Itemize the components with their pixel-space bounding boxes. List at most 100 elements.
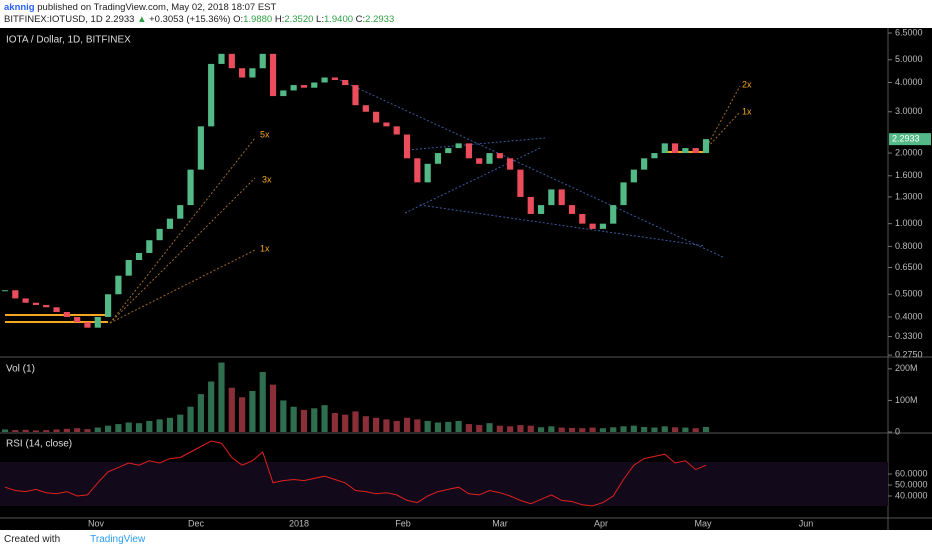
x-tick-label: May xyxy=(694,518,712,528)
volume-bar xyxy=(558,427,565,432)
volume-bar xyxy=(517,425,524,432)
fan-line xyxy=(109,249,256,324)
candle xyxy=(661,143,668,154)
candle xyxy=(259,53,266,69)
candle xyxy=(321,77,328,83)
volume-bar xyxy=(496,425,503,432)
volume-bar xyxy=(331,413,338,432)
y-tick-label: 0.3300 xyxy=(895,331,923,341)
y-tick-label: 0.5000 xyxy=(895,289,923,299)
volume-bar xyxy=(424,420,431,432)
volume-bar xyxy=(321,405,328,432)
volume-bar xyxy=(537,427,545,432)
candle xyxy=(280,90,287,97)
volume-bar xyxy=(476,425,483,432)
published: published on TradingView.com, May 02, 20… xyxy=(37,2,277,13)
volume-bar xyxy=(589,427,596,432)
ohlc-c: C: xyxy=(355,14,366,25)
arrow: ▲ xyxy=(137,14,147,25)
y-tick-label: 0.4000 xyxy=(895,311,923,321)
volume-bar xyxy=(630,425,637,432)
candle xyxy=(177,205,184,219)
candle xyxy=(342,79,349,86)
author: aknnig xyxy=(4,2,35,13)
annotation: 1x xyxy=(742,106,752,116)
volume-bar xyxy=(63,428,70,432)
price-title: IOTA / Dollar, 1D, BITFINEX xyxy=(6,35,131,46)
y-tick-label: 100M xyxy=(895,395,918,405)
candle xyxy=(465,143,472,159)
volume-bar xyxy=(311,408,318,432)
candle xyxy=(104,294,112,317)
y-tick-label: 1.6000 xyxy=(895,170,923,180)
last-label: 2.2933 xyxy=(892,134,920,144)
x-tick-label: Nov xyxy=(88,518,105,528)
ohlc-o: O: xyxy=(233,14,244,25)
volume-bar xyxy=(445,421,452,432)
volume-bar xyxy=(187,406,194,432)
vol-title: Vol (1) xyxy=(6,364,35,375)
ohlc-l-v: 1.9400 xyxy=(323,14,354,25)
candle xyxy=(548,189,555,206)
candle xyxy=(239,68,246,78)
volume-bar xyxy=(620,426,627,432)
chart: IOTA / Dollar, 1D, BITFINEX Vol (1) RSI … xyxy=(0,28,932,530)
volume-bar xyxy=(568,427,576,432)
x-tick-label: Apr xyxy=(594,518,608,528)
candle xyxy=(135,252,143,260)
ohlc-o-v: 1.9880 xyxy=(243,14,273,25)
y-tick-label: 60.0000 xyxy=(895,468,928,478)
candle xyxy=(74,316,81,323)
change: +0.3053 (+15.36%) xyxy=(149,14,231,25)
volume-bar xyxy=(84,429,91,432)
candle xyxy=(455,143,462,149)
volume-bar xyxy=(12,430,19,432)
candle xyxy=(228,53,235,69)
volume-bar xyxy=(641,426,648,432)
volume-bar xyxy=(610,427,617,432)
volume-bar xyxy=(22,429,29,432)
candle xyxy=(311,82,318,88)
candle xyxy=(290,85,297,91)
candle xyxy=(620,182,627,206)
candle xyxy=(12,290,19,299)
volume-bar xyxy=(177,414,184,432)
x-tick-label: Dec xyxy=(188,518,205,528)
candle xyxy=(671,143,679,154)
header: aknnig published on TradingView.com, May… xyxy=(0,0,932,28)
candle xyxy=(424,163,431,183)
trendline xyxy=(404,147,541,214)
candle xyxy=(115,275,122,295)
fan-line xyxy=(704,85,741,151)
volume-bar xyxy=(249,390,256,432)
candle xyxy=(43,304,50,308)
candle xyxy=(218,53,225,64)
x-tick-label: Jun xyxy=(799,518,814,528)
volume-bar xyxy=(486,423,493,432)
volume-bar xyxy=(104,425,112,432)
fan-line xyxy=(109,137,256,324)
x-tick-label: Mar xyxy=(492,518,508,528)
candle xyxy=(249,68,256,78)
ohlc-l: L: xyxy=(316,14,324,25)
volume-bar xyxy=(125,422,132,432)
candle xyxy=(599,223,607,229)
rsi-line xyxy=(4,440,707,507)
y-tick-label: 6.5000 xyxy=(895,28,923,37)
footer: Created with TradingView xyxy=(0,530,932,550)
ohlc-c-v: 2.2933 xyxy=(365,14,395,25)
candle xyxy=(22,298,29,303)
volume-bar xyxy=(166,417,174,432)
volume-bar xyxy=(1,429,9,432)
candle xyxy=(373,111,380,123)
candle xyxy=(197,126,204,170)
rsi-title: RSI (14, close) xyxy=(6,439,72,450)
volume-bar xyxy=(373,417,380,432)
volume-bar xyxy=(280,400,287,432)
candle xyxy=(517,169,524,197)
volume-bar xyxy=(218,362,225,432)
volume-bar xyxy=(156,419,163,432)
y-tick-label: 2.0000 xyxy=(895,147,923,157)
ohlc-h-v: 2.3520 xyxy=(284,14,314,25)
